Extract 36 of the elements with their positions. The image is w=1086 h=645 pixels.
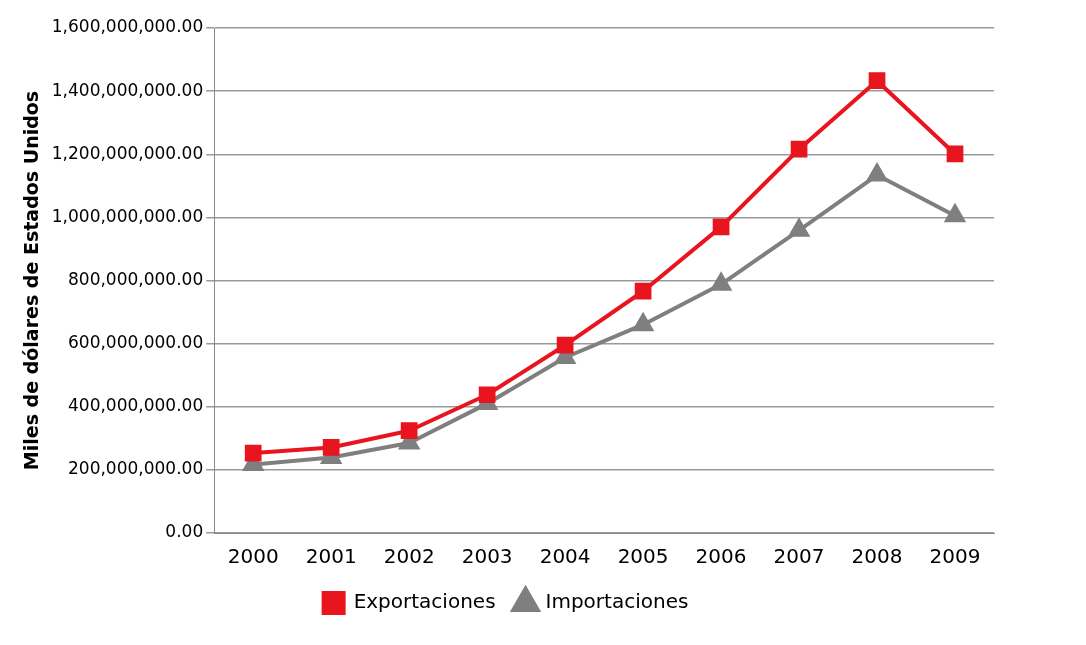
y-tick-label: 1,600,000,000.00: [51, 16, 204, 37]
point: [711, 273, 731, 291]
y-tick-label: 200,000,000.00: [68, 458, 204, 479]
point: [789, 219, 809, 237]
y-tick-label: 0.00: [165, 521, 204, 542]
x-tick-label: 2004: [539, 544, 591, 569]
point: [946, 145, 964, 163]
legend-label: Importaciones: [545, 589, 689, 614]
point: [400, 422, 418, 440]
point: [634, 282, 652, 300]
point: [478, 386, 496, 404]
point: [790, 140, 808, 158]
point: [868, 72, 886, 90]
y-tick-label: 1,000,000,000.00: [51, 205, 204, 226]
y-tick-label: 400,000,000.00: [68, 395, 204, 416]
y-tick-label: 1,200,000,000.00: [51, 142, 204, 163]
x-tick-label: 2002: [383, 544, 435, 569]
point: [556, 336, 574, 354]
x-tick-label: 2007: [773, 544, 825, 569]
y-tick-label: 800,000,000.00: [68, 268, 204, 289]
point: [712, 218, 730, 236]
y-axis-title: Miles de dólares de Estados Unidos: [20, 90, 43, 471]
x-tick-label: 2000: [227, 544, 279, 569]
x-tick-label: 2005: [617, 544, 669, 569]
x-tick-label: 2008: [851, 544, 903, 569]
x-tick-label: 2006: [695, 544, 747, 569]
x-tick-label: 2003: [461, 544, 513, 569]
y-tick-label: 600,000,000.00: [68, 332, 204, 353]
y-tick-label: 1,400,000,000.00: [51, 79, 204, 100]
x-tick-label: 2009: [929, 544, 981, 569]
x-tick-label: 2001: [305, 544, 357, 569]
point: [244, 444, 262, 462]
point: [945, 204, 965, 223]
legend-label: Exportaciones: [353, 589, 496, 614]
point: [322, 439, 340, 456]
point: [867, 164, 887, 182]
